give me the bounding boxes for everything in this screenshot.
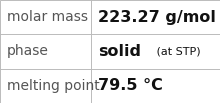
Text: molar mass: molar mass — [7, 10, 88, 24]
Text: 79.5 °C: 79.5 °C — [98, 78, 163, 93]
Text: melting point: melting point — [7, 79, 99, 93]
Text: phase: phase — [7, 44, 48, 59]
Text: solid: solid — [98, 44, 141, 59]
Text: 223.27 g/mol: 223.27 g/mol — [98, 10, 216, 25]
Text: (at STP): (at STP) — [153, 46, 201, 57]
